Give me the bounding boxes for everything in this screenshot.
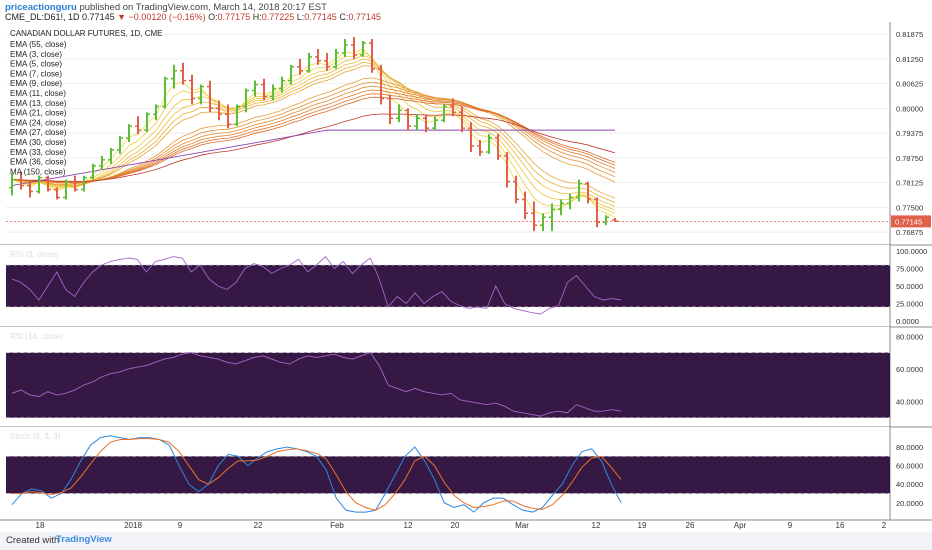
chart-title: CANADIAN DOLLAR FUTURES, 1D, CME bbox=[10, 29, 162, 38]
osc-y-tick: 40.0000 bbox=[896, 480, 923, 489]
ma-150-line bbox=[11, 129, 615, 187]
stoch-D-line bbox=[12, 438, 622, 511]
main-y-tick: 0.81250 bbox=[896, 55, 923, 64]
main-y-tick: 0.81875 bbox=[896, 30, 923, 39]
rsi-line-2 bbox=[11, 352, 622, 417]
publish-line: priceactionguru published on TradingView… bbox=[5, 2, 327, 13]
x-axis-label: 2018 bbox=[124, 521, 142, 530]
osc-y-tick: 20.0000 bbox=[896, 499, 923, 508]
osc-y-tick: 80.0000 bbox=[896, 332, 923, 341]
x-axis-label: 20 bbox=[451, 521, 460, 530]
ema-9-line bbox=[11, 58, 616, 207]
x-axis-label: 18 bbox=[36, 521, 45, 530]
high-label: H: bbox=[252, 12, 262, 22]
osc-y-tick: 60.0000 bbox=[896, 462, 923, 471]
legend-entry: EMA (33, close) bbox=[10, 148, 67, 157]
ema-55-line bbox=[11, 113, 616, 182]
main-y-tick: 0.78125 bbox=[896, 179, 923, 188]
stoch-K-line bbox=[11, 435, 622, 513]
down-arrow-icon: ▼ bbox=[117, 12, 127, 22]
x-axis-label: 26 bbox=[686, 521, 695, 530]
osc-y-tick: 60.0000 bbox=[896, 365, 923, 374]
change: −0.00120 (−0.16%) bbox=[128, 12, 206, 22]
main-y-tick: 0.80000 bbox=[896, 104, 923, 113]
x-axis-label: 19 bbox=[638, 521, 647, 530]
last-price-badge bbox=[891, 215, 931, 228]
close-value: 0.77145 bbox=[348, 12, 381, 22]
osc-y-tick: 50.0000 bbox=[896, 282, 923, 291]
osc-title: RSI (3, close) bbox=[10, 250, 59, 259]
header-bar: priceactionguru published on TradingView… bbox=[0, 0, 932, 22]
osc-title: Stoch (6, 3, 3) bbox=[10, 432, 61, 441]
osc-y-tick: 40.0000 bbox=[896, 397, 923, 406]
legend-entry: EMA (7, close) bbox=[10, 69, 62, 78]
x-axis-label: Feb bbox=[330, 521, 344, 530]
x-axis-label: 2 bbox=[882, 521, 887, 530]
x-axis-label: 22 bbox=[254, 521, 263, 530]
x-axis-label: 12 bbox=[404, 521, 413, 530]
ema-5-line bbox=[11, 51, 616, 214]
legend-entry: EMA (13, close) bbox=[10, 99, 67, 108]
legend-entry: EMA (27, close) bbox=[10, 128, 67, 137]
osc-y-tick: 100.0000 bbox=[896, 247, 927, 256]
osc-title: RSI (14, close) bbox=[10, 332, 63, 341]
legend-entry: EMA (11, close) bbox=[10, 89, 66, 98]
low-value: 0.77145 bbox=[304, 12, 337, 22]
main-y-tick: 0.76875 bbox=[896, 228, 923, 237]
x-axis-label: 16 bbox=[836, 521, 845, 530]
tradingview-logo[interactable]: TradingView bbox=[56, 534, 112, 545]
main-y-tick: 0.77500 bbox=[896, 203, 923, 212]
legend-entry: EMA (24, close) bbox=[10, 118, 67, 127]
high-value: 0.77225 bbox=[261, 12, 295, 22]
osc-y-tick: 75.0000 bbox=[896, 265, 923, 274]
osc-y-tick: 0.0000 bbox=[896, 317, 919, 326]
ema-21-line bbox=[11, 77, 616, 184]
main-y-tick: 0.79375 bbox=[896, 129, 923, 138]
close-label: C: bbox=[339, 12, 349, 22]
x-axis-label: 9 bbox=[178, 521, 183, 530]
main-y-tick: 0.78750 bbox=[896, 154, 923, 163]
x-axis-label: Apr bbox=[734, 521, 747, 530]
legend-entry: EMA (55, close) bbox=[10, 40, 67, 49]
quote-line: CME_DL:D61!, 1D 0.77145 ▼ −0.00120 (−0.1… bbox=[5, 12, 381, 22]
ema-13-line bbox=[11, 65, 616, 199]
low-label: L: bbox=[296, 12, 305, 22]
open-label: O: bbox=[208, 12, 218, 22]
footer: Created with TradingView bbox=[0, 532, 932, 550]
author-link[interactable]: priceactionguru bbox=[5, 2, 77, 13]
created-with: Created with bbox=[6, 535, 60, 546]
legend-entry: EMA (5, close) bbox=[10, 60, 62, 69]
chart-svg[interactable]: 0.81875 0.81250 0.80625 0.80000 0.79375 0.787… bbox=[0, 22, 932, 532]
x-axis-label: 9 bbox=[788, 521, 793, 530]
ema-36-line bbox=[11, 96, 616, 183]
x-axis-label: Mar bbox=[515, 521, 529, 530]
last-price-label: 0.77145 bbox=[895, 217, 922, 226]
main-y-tick: 0.80625 bbox=[896, 80, 923, 89]
osc-y-tick: 80.0000 bbox=[896, 443, 923, 452]
rsi-line-1 bbox=[11, 255, 622, 315]
ema-3-line bbox=[11, 47, 616, 218]
legend-entry: EMA (9, close) bbox=[10, 79, 62, 88]
legend-entry: EMA (21, close) bbox=[10, 109, 67, 118]
legend-entry: EMA (36, close) bbox=[10, 158, 67, 167]
legend-entry: EMA (3, close) bbox=[10, 50, 62, 59]
last-price: 0.77145 bbox=[82, 12, 115, 22]
symbol: CME_DL:D61!, 1D bbox=[5, 12, 80, 22]
publish-info: published on TradingView.com, March 14, … bbox=[79, 2, 327, 13]
chart-area[interactable]: 0.81875 0.81250 0.80625 0.80000 0.79375 0.787… bbox=[0, 22, 932, 532]
ema-7-line bbox=[11, 54, 616, 211]
legend-entry: MA (150, close) bbox=[10, 167, 66, 176]
osc-band-2 bbox=[6, 352, 890, 418]
open-value: 0.77175 bbox=[217, 12, 251, 22]
ema-11-line bbox=[11, 61, 616, 203]
osc-y-tick: 25.0000 bbox=[896, 300, 923, 309]
legend-entry: EMA (30, close) bbox=[10, 138, 67, 147]
x-axis-label: 12 bbox=[592, 521, 601, 530]
osc-band-1 bbox=[6, 265, 890, 307]
